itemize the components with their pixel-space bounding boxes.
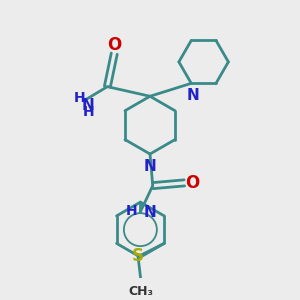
Text: H: H [82, 105, 94, 119]
Text: O: O [185, 174, 199, 192]
Text: N: N [82, 98, 94, 112]
Text: N: N [144, 159, 156, 174]
Text: CH₃: CH₃ [128, 286, 153, 298]
Text: N: N [143, 205, 156, 220]
Text: H: H [126, 204, 138, 218]
Text: S: S [131, 247, 143, 265]
Text: H: H [74, 91, 85, 105]
Text: N: N [186, 88, 199, 103]
Text: O: O [107, 36, 122, 54]
